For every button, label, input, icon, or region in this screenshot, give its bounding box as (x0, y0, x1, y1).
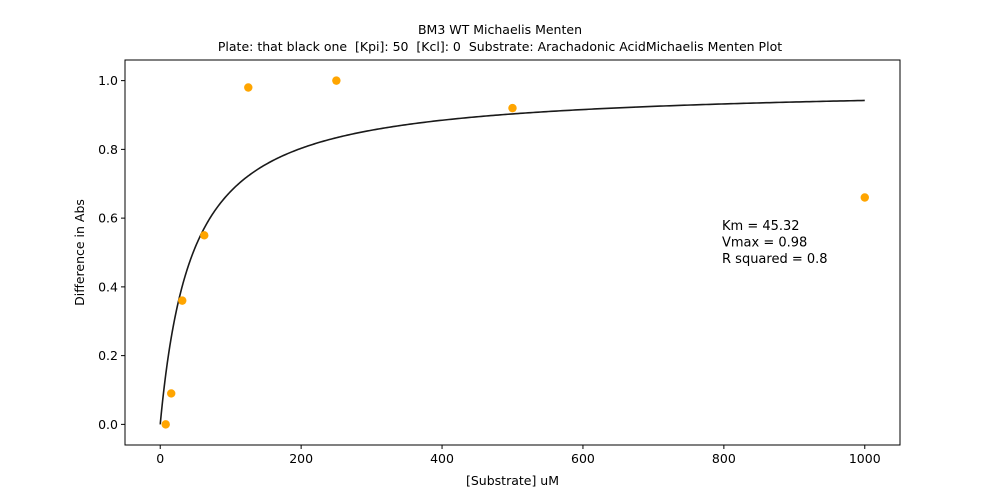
annotation-vmax: Vmax = 0.98 (722, 236, 807, 251)
x-axis: 0 200 400 600 800 1000 (156, 445, 881, 466)
data-point (178, 296, 187, 305)
y-axis: 0.0 0.2 0.4 0.6 0.8 1.0 (98, 73, 125, 432)
data-point (332, 76, 341, 85)
data-point (161, 420, 170, 429)
fit-curve (159, 99, 865, 425)
axes-frame (124, 59, 901, 446)
data-point (167, 389, 176, 398)
x-tick-label: 200 (289, 451, 313, 466)
chart-title: BM3 WT Michaelis Menten (417, 22, 582, 37)
fit-annotation: Km = 45.32 Vmax = 0.98 R squared = 0.8 (722, 219, 828, 267)
data-point (200, 231, 209, 240)
annotation-km: Km = 45.32 (722, 219, 800, 234)
x-tick-label: 800 (712, 451, 736, 466)
y-tick-label: 0.4 (98, 279, 118, 294)
x-tick-label: 600 (571, 451, 595, 466)
data-point (508, 103, 517, 113)
y-axis-label: Difference in Abs (72, 199, 87, 306)
chart-subtitle: Plate: that black one [Kpi]: 50 [Kcl]: 0… (217, 39, 783, 54)
x-axis-label: [Substrate] uM (466, 473, 559, 488)
annotation-r-squared: R squared = 0.8 (722, 252, 828, 267)
y-tick-label: 0.0 (98, 417, 118, 432)
y-tick-label: 0.2 (98, 348, 118, 363)
points-layer (161, 76, 869, 429)
y-tick-label: 0.6 (98, 211, 118, 226)
data-point (860, 193, 869, 202)
x-tick-label: 0 (156, 451, 164, 466)
y-tick-label: 0.8 (98, 142, 118, 157)
data-point (244, 83, 253, 92)
fit-layer (159, 99, 865, 425)
x-tick-label: 1000 (849, 451, 881, 466)
x-tick-label: 400 (430, 451, 454, 466)
y-tick-label: 1.0 (98, 73, 118, 88)
